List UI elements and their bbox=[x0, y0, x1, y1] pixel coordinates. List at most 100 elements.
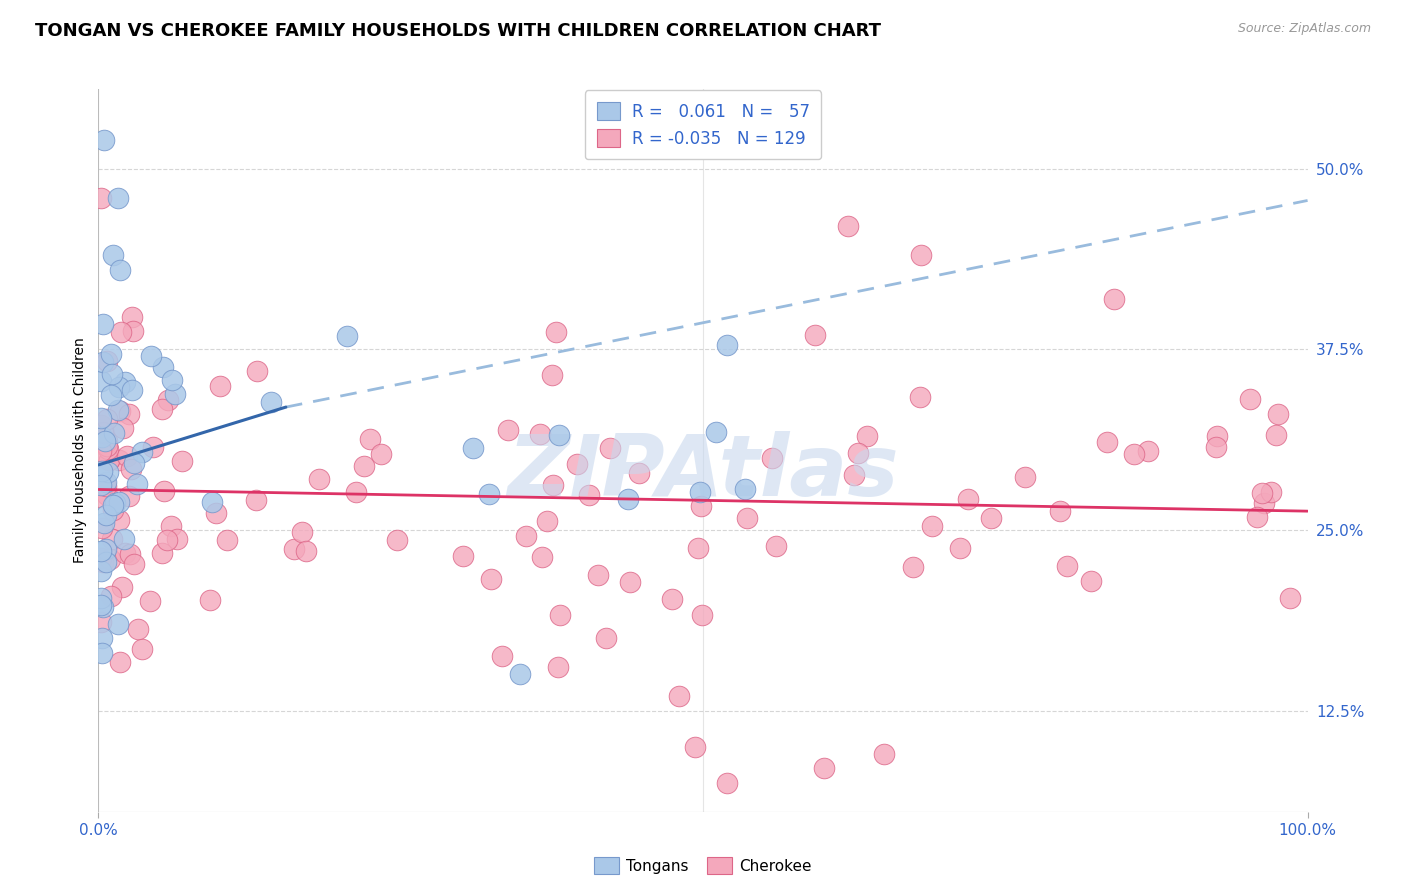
Point bbox=[1260, 484, 1282, 499]
Point bbox=[91, 646, 114, 660]
Point bbox=[90, 615, 112, 629]
Point bbox=[94, 434, 117, 448]
Point bbox=[108, 263, 131, 277]
Point bbox=[628, 466, 651, 480]
Point bbox=[96, 487, 118, 501]
Point bbox=[344, 485, 367, 500]
Point bbox=[152, 359, 174, 374]
Point bbox=[97, 465, 120, 479]
Point bbox=[198, 593, 221, 607]
Point bbox=[201, 495, 224, 509]
Point bbox=[90, 544, 112, 558]
Point bbox=[160, 373, 183, 387]
Point bbox=[668, 689, 690, 703]
Point bbox=[1049, 504, 1071, 518]
Point bbox=[104, 496, 127, 510]
Point bbox=[529, 426, 551, 441]
Point bbox=[131, 445, 153, 459]
Point bbox=[246, 364, 269, 378]
Point bbox=[1136, 444, 1159, 458]
Point bbox=[1122, 447, 1144, 461]
Point bbox=[96, 440, 118, 454]
Point bbox=[370, 447, 392, 461]
Point bbox=[100, 590, 122, 604]
Point bbox=[96, 475, 118, 489]
Point bbox=[1056, 559, 1078, 574]
Point bbox=[91, 556, 114, 570]
Point bbox=[90, 478, 112, 492]
Point bbox=[478, 487, 501, 501]
Point bbox=[153, 483, 176, 498]
Point bbox=[118, 408, 141, 422]
Point bbox=[1279, 591, 1302, 605]
Point bbox=[100, 367, 122, 381]
Point bbox=[163, 387, 186, 401]
Point bbox=[91, 464, 114, 478]
Point bbox=[921, 518, 943, 533]
Point bbox=[204, 506, 226, 520]
Point bbox=[765, 539, 787, 553]
Point bbox=[540, 368, 562, 382]
Point bbox=[689, 485, 711, 500]
Legend: R =   0.061   N =   57, R = -0.035   N = 129: R = 0.061 N = 57, R = -0.035 N = 129 bbox=[585, 90, 821, 160]
Point bbox=[567, 458, 589, 472]
Point bbox=[107, 495, 129, 509]
Point bbox=[1014, 469, 1036, 483]
Point bbox=[121, 324, 143, 338]
Point bbox=[215, 533, 238, 547]
Point bbox=[846, 445, 869, 459]
Point bbox=[150, 401, 173, 416]
Point bbox=[91, 632, 114, 646]
Point bbox=[353, 458, 375, 473]
Point bbox=[734, 482, 756, 496]
Point bbox=[93, 133, 115, 147]
Point bbox=[842, 468, 865, 483]
Point bbox=[118, 489, 141, 503]
Point bbox=[90, 564, 112, 578]
Point bbox=[100, 388, 122, 402]
Point bbox=[578, 488, 600, 502]
Point bbox=[96, 434, 118, 448]
Point bbox=[530, 550, 553, 565]
Point bbox=[546, 325, 568, 339]
Point bbox=[1246, 510, 1268, 524]
Point bbox=[548, 608, 571, 623]
Point bbox=[837, 219, 859, 234]
Point bbox=[107, 513, 129, 527]
Point bbox=[704, 425, 727, 440]
Point bbox=[91, 318, 114, 332]
Point bbox=[96, 353, 118, 368]
Point bbox=[103, 503, 125, 517]
Point bbox=[1095, 434, 1118, 449]
Point bbox=[94, 542, 117, 557]
Point bbox=[980, 511, 1002, 525]
Point bbox=[716, 338, 738, 352]
Point bbox=[96, 508, 118, 522]
Point bbox=[122, 557, 145, 571]
Point bbox=[98, 453, 121, 467]
Point bbox=[156, 533, 179, 547]
Point bbox=[735, 510, 758, 524]
Point bbox=[121, 310, 143, 324]
Point bbox=[908, 390, 931, 404]
Point bbox=[108, 379, 131, 393]
Point bbox=[283, 541, 305, 556]
Point bbox=[1206, 429, 1229, 443]
Point bbox=[101, 532, 124, 546]
Point bbox=[209, 379, 232, 393]
Point bbox=[131, 642, 153, 657]
Point bbox=[910, 248, 932, 262]
Point bbox=[91, 521, 114, 535]
Point bbox=[91, 425, 114, 440]
Point bbox=[463, 442, 485, 456]
Point bbox=[599, 442, 621, 456]
Point bbox=[159, 519, 181, 533]
Point bbox=[1239, 392, 1261, 407]
Point bbox=[90, 410, 112, 425]
Point bbox=[127, 622, 149, 636]
Point bbox=[108, 655, 131, 669]
Point bbox=[103, 498, 125, 512]
Point bbox=[1205, 440, 1227, 454]
Text: Source: ZipAtlas.com: Source: ZipAtlas.com bbox=[1237, 22, 1371, 36]
Point bbox=[166, 532, 188, 546]
